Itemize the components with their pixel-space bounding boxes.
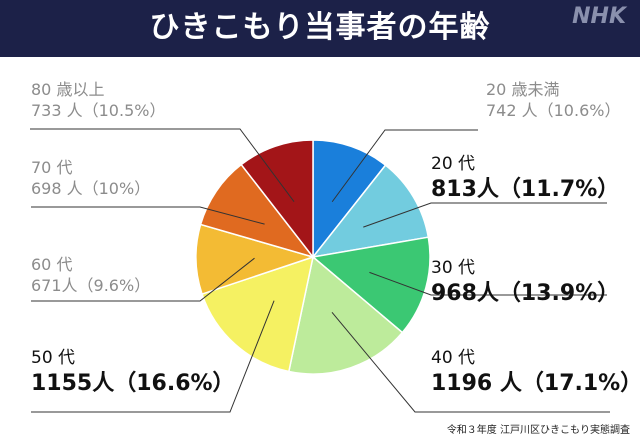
pie-slice xyxy=(201,255,315,373)
pie-slice xyxy=(287,255,404,375)
slice-value: 968人（13.9%） xyxy=(431,281,620,306)
leader-line xyxy=(331,312,610,413)
leader-line xyxy=(369,271,607,296)
slice-category: 60 代 xyxy=(31,255,73,274)
slice-category: 80 歳以上 xyxy=(31,80,105,99)
slice-value: 742 人（10.6%） xyxy=(486,101,621,120)
slice-value: 813人（11.7%） xyxy=(431,177,620,202)
leader-line xyxy=(31,300,275,413)
leader-line xyxy=(363,202,607,228)
slice-value: 671人（9.6%） xyxy=(31,276,151,295)
slice-category: 30 代 xyxy=(431,258,476,278)
slice-label: 70 代 698 人（10%） xyxy=(31,157,150,199)
slice-value: 698 人（10%） xyxy=(31,179,151,198)
leader-line xyxy=(30,128,295,202)
pie-slice xyxy=(199,163,316,259)
nhk-logo: NHK xyxy=(572,4,626,29)
slice-category: 40 代 xyxy=(431,348,476,368)
slice-value: 1196 人（17.1%） xyxy=(431,371,640,396)
slice-label: 60 代 671人（9.6%） xyxy=(31,254,150,296)
leader-line xyxy=(331,129,478,203)
slice-value: 1155人（16.6%） xyxy=(31,371,235,396)
slice-category: 20 代 xyxy=(431,154,476,174)
slice-label: 20 歳未満 742 人（10.6%） xyxy=(486,79,620,121)
leader-line xyxy=(31,257,255,302)
slice-category: 70 代 xyxy=(31,158,73,177)
pie-slice xyxy=(312,139,387,260)
source-note: 令和３年度 江戸川区ひきこもり実態調査 xyxy=(446,425,630,436)
chart-title: ひきこもり当事者の年齢 xyxy=(149,10,491,45)
title-bar: ひきこもり当事者の年齢 NHK xyxy=(0,0,640,57)
pie-slice xyxy=(311,236,431,334)
slice-value: 733 人（10.5%） xyxy=(31,101,166,120)
slice-category: 20 歳未満 xyxy=(486,80,560,99)
slice-label: 20 代 813人（11.7%） xyxy=(431,152,619,204)
pie-slice xyxy=(240,139,314,260)
leader-line xyxy=(31,206,265,225)
slice-label: 50 代 1155人（16.6%） xyxy=(31,346,235,398)
slice-label: 80 歳以上 733 人（10.5%） xyxy=(31,79,165,121)
slice-category: 50 代 xyxy=(31,348,76,368)
pie-slice xyxy=(311,164,430,259)
slice-label: 30 代 968人（13.9%） xyxy=(431,256,619,308)
slice-label: 40 代 1196 人（17.1%） xyxy=(431,346,640,398)
